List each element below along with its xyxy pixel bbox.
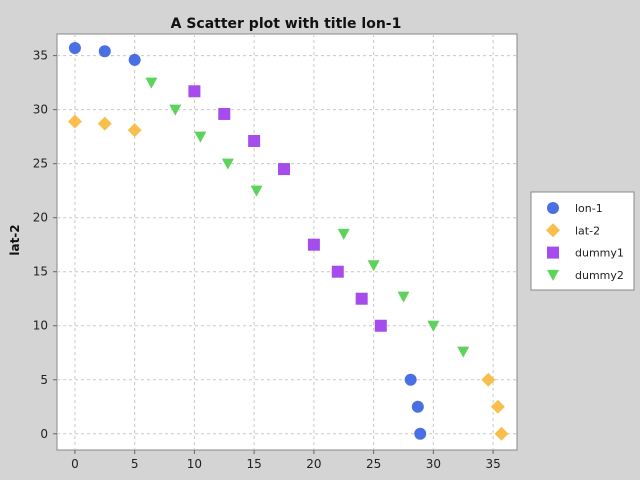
data-point-lat-2 — [67, 114, 82, 129]
y-tick-label: 5 — [40, 373, 48, 387]
data-point-dummy2 — [367, 260, 380, 272]
legend-label-lon-1: lon-1 — [575, 202, 603, 215]
legend-marker-dummy2 — [547, 269, 559, 281]
data-point-dummy1 — [307, 238, 320, 251]
data-point-lon-1 — [128, 53, 141, 66]
x-tick-label: 0 — [71, 457, 79, 471]
y-tick-label: 35 — [33, 49, 48, 63]
chart-title: A Scatter plot with title lon-1 — [171, 16, 402, 32]
plot-area — [56, 33, 518, 451]
legend-label-dummy2: dummy2 — [575, 269, 624, 282]
legend-marker-lat-2 — [546, 223, 560, 238]
data-point-dummy2 — [194, 131, 207, 143]
data-points — [67, 42, 509, 441]
y-tick-label: 15 — [33, 265, 48, 279]
legend-marker-lon-1 — [547, 202, 559, 214]
data-point-dummy2 — [457, 346, 470, 358]
data-point-lat-2 — [127, 123, 142, 138]
y-tick-label: 0 — [40, 427, 48, 441]
data-point-lat-2 — [494, 426, 509, 441]
y-tick-label: 10 — [33, 319, 48, 333]
data-point-dummy1 — [331, 265, 344, 278]
data-point-lon-1 — [404, 373, 417, 386]
x-tick-label: 30 — [426, 457, 441, 471]
x-tick-label: 25 — [366, 457, 381, 471]
data-point-dummy2 — [221, 158, 234, 170]
legend-label-dummy1: dummy1 — [575, 247, 624, 260]
x-tick-label: 35 — [485, 457, 500, 471]
legend-label-lat-2: lat-2 — [575, 224, 600, 237]
data-point-dummy1 — [248, 134, 261, 147]
x-tick-label: 5 — [131, 457, 139, 471]
axes: 0 5 10 15 20 25 30 35 0 5 10 15 20 25 30 35 — [33, 49, 501, 471]
data-point-dummy2 — [397, 291, 410, 303]
data-point-lon-1 — [411, 400, 424, 413]
data-point-dummy1 — [374, 319, 387, 332]
data-point-dummy1 — [188, 85, 201, 98]
x-tick-label: 10 — [187, 457, 202, 471]
data-point-lon-1 — [98, 45, 111, 58]
legend-marker-dummy1 — [547, 246, 559, 259]
data-point-lat-2 — [97, 116, 112, 131]
data-point-dummy1 — [218, 107, 231, 120]
data-point-dummy2 — [169, 104, 182, 116]
data-point-lat-2 — [481, 372, 496, 387]
y-tick-label: 20 — [33, 211, 48, 225]
data-point-dummy2 — [145, 77, 158, 89]
y-axis-label: lat-2 — [8, 224, 22, 255]
data-point-dummy2 — [427, 320, 440, 332]
data-point-dummy1 — [355, 292, 368, 305]
data-point-lat-2 — [490, 399, 505, 414]
data-point-dummy1 — [278, 163, 291, 176]
y-tick-label: 30 — [33, 103, 48, 117]
data-point-dummy2 — [337, 228, 350, 240]
data-point-lon-1 — [414, 427, 427, 440]
data-point-dummy2 — [250, 185, 263, 197]
x-tick-label: 20 — [306, 457, 321, 471]
data-point-lon-1 — [68, 42, 81, 55]
legend: lon-1 lat-2 dummy1 dummy2 — [530, 191, 635, 291]
y-tick-label: 25 — [33, 157, 48, 171]
x-tick-label: 15 — [247, 457, 262, 471]
